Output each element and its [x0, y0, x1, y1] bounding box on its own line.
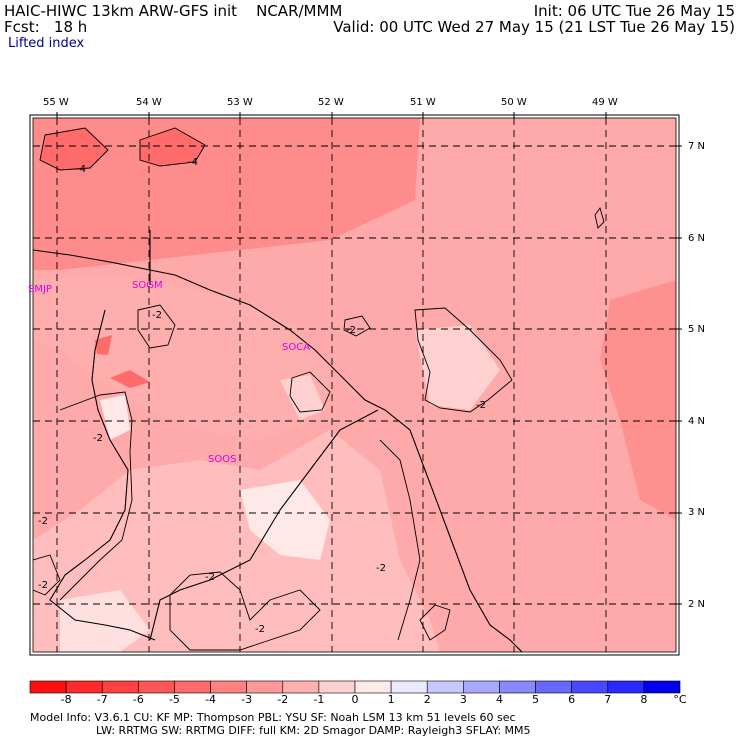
contour-line — [39, 127, 109, 171]
colorbar-swatch — [65, 680, 103, 694]
lat-label: 6 N — [688, 233, 706, 244]
contour-label: -2 — [93, 433, 103, 444]
colorbar-swatch — [426, 680, 464, 694]
valid-time: Valid: 00 UTC Wed 27 May 15 (21 LST Tue … — [333, 18, 735, 36]
colorbar-tick-label: 7 — [604, 693, 612, 706]
field-region-minus4 — [110, 370, 150, 388]
contour-line — [419, 604, 451, 641]
station-label-soca: SOCA — [282, 342, 310, 353]
colorbar-tick-label: 1 — [387, 693, 395, 706]
colorbar-tick-label: -2 — [277, 693, 289, 706]
lon-label: 49 W — [592, 97, 618, 108]
contour-line — [343, 315, 371, 337]
colorbar-swatch — [499, 680, 536, 694]
field-name: Lifted index — [8, 36, 85, 51]
contour-label: -2 — [376, 563, 386, 574]
colorbar-tick-label: 0 — [351, 693, 359, 706]
lon-label: 55 W — [43, 97, 69, 108]
contour-line — [414, 307, 513, 413]
station-label-smjp: SMJP — [28, 284, 52, 295]
contour-label: -2 — [476, 400, 486, 411]
lat-label: 3 N — [688, 507, 706, 518]
colorbar-swatch — [535, 680, 572, 694]
border-line — [149, 409, 379, 641]
field-region-east — [600, 280, 676, 520]
contour-line — [137, 304, 176, 349]
border-line — [49, 309, 156, 641]
colorbar-swatch — [318, 680, 356, 694]
lat-label: 7 N — [688, 141, 706, 152]
contour-line — [59, 391, 133, 601]
contour-label: -2 — [205, 572, 215, 583]
lon-label: 54 W — [136, 97, 162, 108]
field-region-white — [100, 395, 130, 440]
colorbar-tick-label: -1 — [313, 693, 325, 706]
contour-label: -2 — [346, 325, 356, 336]
footer-line1: Model Info: V3.6.1 CU: KF MP: Thompson P… — [30, 711, 516, 724]
lat-label: 2 N — [688, 599, 706, 610]
colorbar — [29, 680, 681, 694]
colorbar-swatch — [354, 680, 392, 694]
colorbar-tick-label: 8 — [640, 693, 648, 706]
field-region-minus4 — [95, 335, 112, 355]
contour-line — [379, 439, 421, 641]
contour-line — [139, 127, 206, 167]
map-frame — [29, 114, 680, 656]
lon-label: 51 W — [410, 97, 436, 108]
colorbar-tick-label: -4 — [205, 693, 217, 706]
contour-line — [289, 371, 331, 413]
station-label-soos: SOOS — [208, 454, 236, 465]
contour-label: -2 — [152, 310, 162, 321]
colorbar-swatch — [138, 680, 175, 694]
contour-label: -2 — [255, 624, 265, 635]
coastline — [33, 249, 523, 652]
lon-label: 52 W — [318, 97, 344, 108]
colorbar-swatch — [571, 680, 609, 694]
colorbar-tick-label: 4 — [495, 693, 503, 706]
footer-line2: LW: RRTMG SW: RRTMG DIFF: full KM: 2D Sm… — [96, 724, 531, 737]
contour-label: -4 — [76, 164, 86, 175]
colorbar-swatch — [607, 680, 645, 694]
colorbar-swatch — [282, 680, 320, 694]
colorbar-swatch — [174, 680, 211, 694]
contour-line — [169, 571, 321, 651]
field-region-light — [33, 275, 330, 440]
colorbar-tick-label: -6 — [132, 693, 144, 706]
colorbar-tick-label: -5 — [168, 693, 180, 706]
colorbar-tick-label: 2 — [423, 693, 431, 706]
field-region-darker — [33, 118, 420, 270]
field-region-minus4 — [140, 128, 205, 166]
header-left-line1: HAIC-HIWC 13km ARW-GFS init NCAR/MMM — [4, 2, 343, 20]
colorbar-tick-label: -8 — [60, 693, 72, 706]
forecast-hour: Fcst: 18 h — [4, 18, 88, 36]
colorbar-tick-label: 5 — [532, 693, 540, 706]
colorbar-swatch — [643, 680, 681, 694]
field-region-pale — [33, 430, 440, 652]
colorbar-tick-label: -3 — [241, 693, 253, 706]
lat-label: 4 N — [688, 416, 706, 427]
lat-label: 5 N — [688, 324, 706, 335]
colorbar-tick-label: 3 — [459, 693, 467, 706]
contour-label: -2 — [38, 580, 48, 591]
lon-label: 50 W — [501, 97, 527, 108]
colorbar-tick-label: 6 — [568, 693, 576, 706]
field-region-white — [60, 590, 150, 652]
contour-line — [33, 554, 61, 596]
contour-label: -2 — [38, 516, 48, 527]
contour-label: -4 — [188, 157, 198, 168]
colorbar-swatch — [463, 680, 500, 694]
field-region-white — [415, 325, 500, 410]
station-label-sogm: SOGM — [132, 280, 163, 291]
colorbar-tick-label: -7 — [96, 693, 108, 706]
init-time: Init: 06 UTC Tue 26 May 15 — [533, 2, 735, 20]
lon-label: 53 W — [227, 97, 253, 108]
colorbar-swatch — [101, 680, 139, 694]
colorbar-swatch — [390, 680, 428, 694]
colorbar-swatch — [246, 680, 284, 694]
colorbar-swatch — [210, 680, 247, 694]
colorbar-unit: °C — [673, 693, 687, 706]
contour-line — [594, 206, 605, 229]
colorbar-swatch — [29, 680, 67, 694]
